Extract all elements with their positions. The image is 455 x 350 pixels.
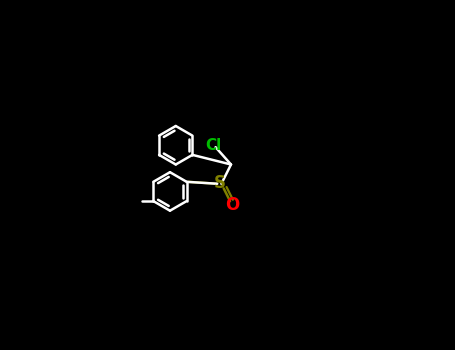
Text: O: O xyxy=(225,196,239,214)
Text: Cl: Cl xyxy=(206,138,222,153)
Text: S: S xyxy=(214,174,226,192)
